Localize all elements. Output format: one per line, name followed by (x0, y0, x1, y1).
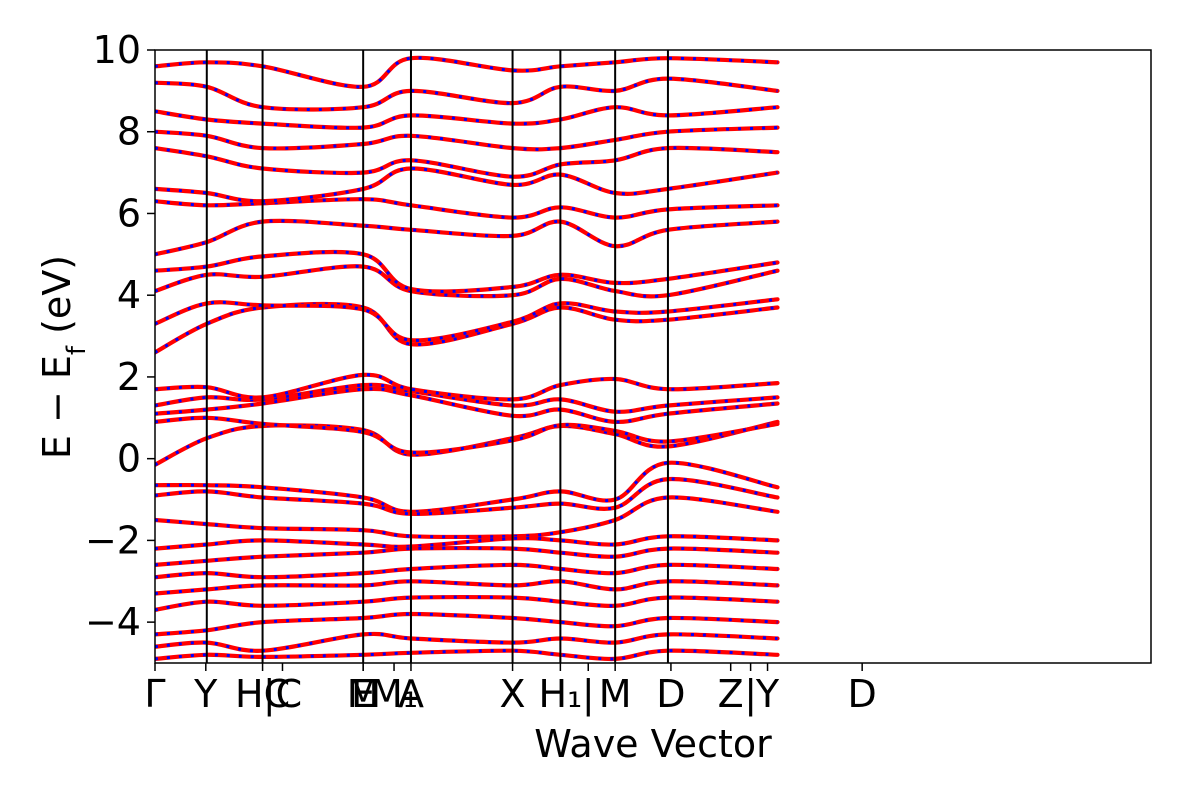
band-line-0 (155, 419, 780, 467)
x-tick-label-6: M₁ (370, 672, 418, 716)
band-line-dotted-22 (155, 563, 778, 579)
x-tick-label-13: Z (718, 672, 744, 716)
y-tick-label-2: 0 (117, 437, 141, 481)
band-line-11 (155, 166, 780, 204)
y-tick-label-1: −2 (85, 518, 141, 562)
band-line-6 (155, 297, 780, 343)
band-line-dotted-21 (155, 546, 778, 567)
band-line-19 (155, 495, 780, 540)
x-tick-label-3: |C (263, 672, 302, 717)
band-line-22 (155, 562, 780, 580)
x-tick-label-12: D (656, 672, 685, 716)
x-tick-label-0: Γ (144, 672, 165, 716)
band-line-dotted-25 (155, 612, 778, 636)
band-line-1 (155, 415, 780, 455)
x-tick-label-2: HC (235, 672, 290, 716)
y-axis-ticks: −4 −2 0 2 4 6 8 10 (85, 28, 155, 644)
x-tick-label-11: M (599, 672, 632, 716)
band-line-12 (155, 145, 780, 179)
x-axis-title: Wave Vector (534, 722, 772, 766)
band-line-dotted-20 (155, 534, 778, 551)
bands-layer (155, 55, 780, 662)
band-line-dotted-12 (155, 146, 778, 179)
band-line-2 (155, 386, 780, 425)
band-line-21 (155, 545, 780, 567)
y-tick-label-4: 4 (117, 273, 141, 317)
y-tick-label-7: 10 (93, 28, 141, 72)
band-line-dotted-18 (155, 477, 778, 516)
x-tick-label-8: X (500, 672, 526, 716)
x-tick-label-10: | (582, 672, 595, 717)
band-line-26 (155, 631, 780, 653)
x-tick-label-9: H₁ (538, 672, 582, 716)
y-axis-title-main: E − E (35, 355, 79, 459)
band-line-8 (155, 249, 780, 294)
x-tick-label-15: Y (755, 672, 780, 716)
y-tick-label-5: 6 (117, 191, 141, 235)
band-line-23 (155, 579, 780, 596)
band-line-dotted-0 (155, 420, 778, 467)
x-tick-label-1: Y (193, 672, 218, 716)
band-line-3 (155, 382, 780, 414)
x-tick-label-7: A (398, 672, 424, 716)
band-line-dotted-27 (155, 649, 778, 661)
y-axis-title-unit: (eV) (35, 255, 79, 346)
band-line-13 (155, 125, 780, 152)
y-tick-label-0: −4 (85, 600, 141, 644)
band-line-9 (155, 218, 780, 257)
band-line-dotted-16 (155, 56, 778, 89)
band-line-10 (155, 197, 780, 220)
band-line-14 (155, 105, 780, 130)
x-tick-label-5: M (347, 672, 380, 716)
y-axis-title-sub: f (62, 345, 92, 355)
y-axis-title: E − Ef (eV) (35, 255, 92, 459)
band-line-17 (155, 460, 780, 514)
band-line-dotted-19 (155, 495, 778, 539)
band-line-dotted-24 (155, 595, 778, 612)
band-line-4 (155, 372, 780, 402)
x-tick-label-4: E (351, 672, 375, 716)
band-line-24 (155, 594, 780, 612)
band-line-dotted-23 (155, 579, 778, 595)
y-tick-label-3: 2 (117, 355, 141, 399)
x-tick-label-14: | (744, 672, 757, 717)
kpath-vertical-lines (205, 50, 669, 663)
y-tick-label-6: 8 (117, 110, 141, 154)
band-line-16 (155, 55, 780, 89)
band-line-dotted-11 (155, 166, 778, 203)
band-line-dotted-7 (155, 264, 778, 298)
band-line-dotted-5 (155, 302, 778, 354)
plot-frame (154, 49, 1152, 664)
x-tick-label-16: D (848, 672, 877, 716)
band-line-dotted-4 (155, 373, 778, 401)
band-line-dotted-15 (155, 77, 778, 111)
